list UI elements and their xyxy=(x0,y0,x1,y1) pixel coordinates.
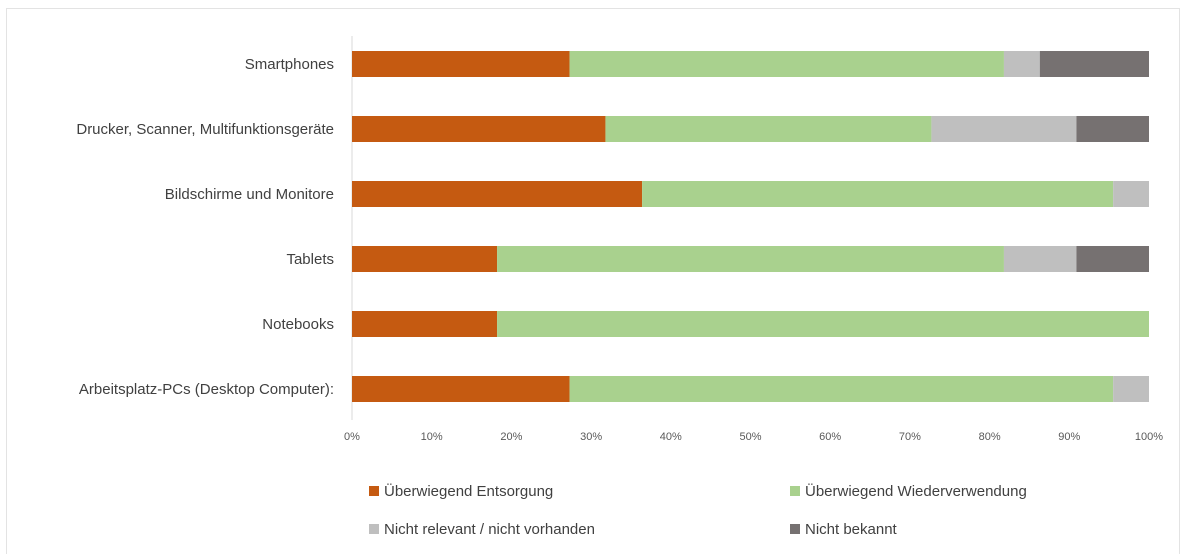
bar-segment-bildschirme-und-monitore-series-1 xyxy=(642,181,1114,207)
bar-segment-arbeitsplatz-pcs-desktop-computer-series-2 xyxy=(1113,376,1149,402)
bar-segment-notebooks-series-0 xyxy=(352,311,498,337)
legend-label-series-3: Nicht bekannt xyxy=(805,521,898,538)
bar-segment-smartphones-series-0 xyxy=(352,51,570,77)
bar-segment-arbeitsplatz-pcs-desktop-computer-series-1 xyxy=(569,376,1114,402)
x-tick-label: 40% xyxy=(660,431,682,443)
x-tick-label: 70% xyxy=(899,431,921,443)
x-tick-label: 10% xyxy=(421,431,443,443)
category-label-bildschirme-und-monitore: Bildschirme und Monitore xyxy=(165,186,334,203)
x-tick-label: 80% xyxy=(979,431,1001,443)
bar-segment-smartphones-series-1 xyxy=(569,51,1004,77)
category-label-smartphones: Smartphones xyxy=(245,56,334,73)
bar-segment-arbeitsplatz-pcs-desktop-computer-series-0 xyxy=(352,376,570,402)
legend-label-series-2: Nicht relevant / nicht vorhanden xyxy=(384,521,595,538)
legend-swatch-series-1 xyxy=(790,486,800,496)
category-label-notebooks: Notebooks xyxy=(262,316,334,333)
bar-segment-drucker-scanner-multifunktionsgeräte-series-3 xyxy=(1076,116,1149,142)
bar-segment-smartphones-series-3 xyxy=(1039,51,1149,77)
legend-swatch-series-3 xyxy=(790,524,800,534)
legend-label-series-1: Überwiegend Wiederverwendung xyxy=(805,482,1027,500)
bar-segment-tablets-series-3 xyxy=(1076,246,1149,272)
chart-frame xyxy=(6,8,1180,554)
bar-segment-bildschirme-und-monitore-series-2 xyxy=(1113,181,1149,207)
legend-swatch-series-0 xyxy=(369,486,379,496)
bar-segment-drucker-scanner-multifunktionsgeräte-series-2 xyxy=(931,116,1077,142)
x-tick-label: 20% xyxy=(500,431,522,443)
x-tick-label: 50% xyxy=(739,431,761,443)
bar-segment-bildschirme-und-monitore-series-0 xyxy=(352,181,643,207)
bar-segment-tablets-series-2 xyxy=(1003,246,1077,272)
category-label-drucker-scanner-multifunktionsgeräte: Drucker, Scanner, Multifunktionsgeräte xyxy=(76,121,334,138)
bar-segment-tablets-series-0 xyxy=(352,246,498,272)
bar-segment-notebooks-series-1 xyxy=(497,311,1150,337)
bar-segment-tablets-series-1 xyxy=(497,246,1004,272)
x-tick-label: 100% xyxy=(1135,431,1163,443)
x-tick-label: 0% xyxy=(344,431,360,443)
category-label-tablets: Tablets xyxy=(286,251,334,268)
bar-segment-drucker-scanner-multifunktionsgeräte-series-1 xyxy=(605,116,932,142)
bar-segment-drucker-scanner-multifunktionsgeräte-series-0 xyxy=(352,116,606,142)
x-tick-label: 60% xyxy=(819,431,841,443)
x-tick-label: 90% xyxy=(1058,431,1080,443)
bar-segment-smartphones-series-2 xyxy=(1003,51,1040,77)
x-tick-label: 30% xyxy=(580,431,602,443)
category-label-arbeitsplatz-pcs-desktop-computer: Arbeitsplatz-PCs (Desktop Computer): xyxy=(79,381,334,398)
legend-label-series-0: Überwiegend Entsorgung xyxy=(384,482,553,500)
legend-swatch-series-2 xyxy=(369,524,379,534)
